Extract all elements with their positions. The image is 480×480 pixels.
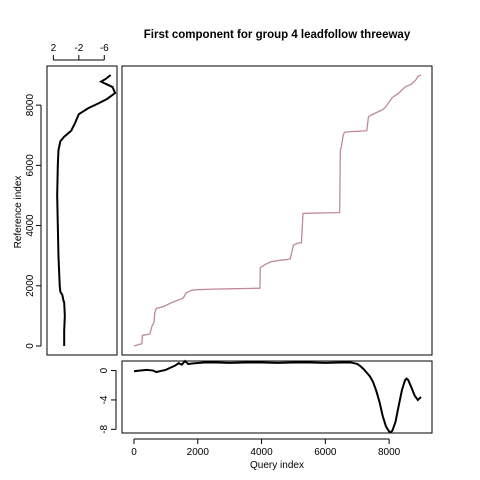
y-axis-title: Reference index bbox=[13, 176, 24, 249]
x-tick-label: 2000 bbox=[187, 447, 210, 458]
alignment-path-line bbox=[133, 74, 422, 347]
bottom-panel-tick-label: 0 bbox=[99, 367, 110, 373]
x-axis-title: Query index bbox=[250, 460, 304, 471]
y-axis: 0 2000 4000 6000 8000 bbox=[25, 94, 42, 349]
x-tick-label: 0 bbox=[131, 447, 137, 458]
left-panel-tick-label: -2 bbox=[74, 43, 83, 54]
x-tick-label: 6000 bbox=[314, 447, 337, 458]
left-panel-tick-label: 2 bbox=[51, 43, 57, 54]
bottom-panel-frame bbox=[121, 360, 433, 434]
bottom-panel-tick-label: -8 bbox=[99, 424, 110, 433]
main-panel-frame bbox=[121, 65, 433, 356]
y-tick-label: 4000 bbox=[25, 214, 36, 237]
x-tick-label: 4000 bbox=[250, 447, 273, 458]
x-tick-label: 8000 bbox=[378, 447, 401, 458]
reference-series-line bbox=[56, 74, 117, 346]
left-panel-tick-label: -6 bbox=[100, 43, 109, 54]
y-tick-label: 8000 bbox=[25, 94, 36, 117]
y-tick-label: 0 bbox=[25, 343, 36, 349]
y-tick-label: 2000 bbox=[25, 274, 36, 297]
y-tick-label: 6000 bbox=[25, 154, 36, 177]
left-panel-frame bbox=[46, 65, 118, 356]
chart-title: First component for group 4 leadfollow t… bbox=[144, 29, 411, 41]
left-panel-axis: 2 -2 -6 bbox=[51, 43, 109, 61]
bottom-panel-axis: 0 -4 -8 bbox=[99, 367, 117, 434]
bottom-panel-tick-label: -4 bbox=[99, 395, 110, 404]
query-series-line bbox=[133, 359, 422, 434]
x-axis: 0 2000 4000 6000 8000 bbox=[131, 438, 401, 458]
